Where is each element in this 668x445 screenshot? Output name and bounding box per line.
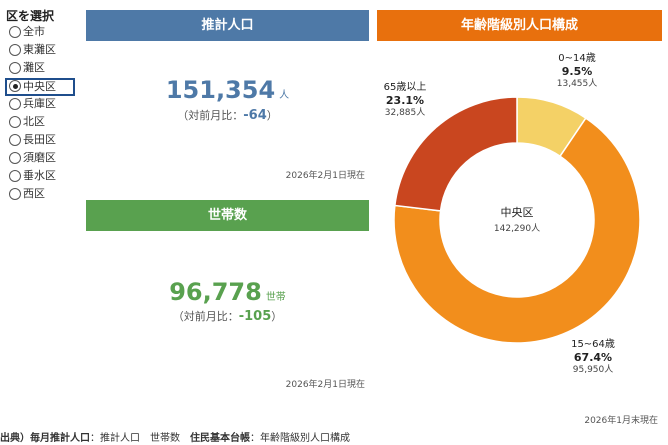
label-age-0-14-count: 13,455人	[556, 79, 598, 89]
district-option[interactable]: 灘区	[6, 60, 80, 78]
district-option[interactable]: 長田区	[6, 132, 80, 150]
radio-checked-icon[interactable]	[9, 80, 21, 92]
donut-segment-0-14	[516, 96, 587, 158]
district-option[interactable]: 須磨区	[6, 150, 80, 168]
age-as-of: 2026年1月末現在	[584, 416, 658, 426]
label-age-15-64-count: 95,950人	[572, 365, 614, 375]
population-diff: -64	[243, 108, 267, 123]
radio-unchecked-icon[interactable]	[9, 188, 21, 200]
households-unit: 世帯	[265, 292, 286, 303]
donut-center-total: 142,290人	[494, 223, 540, 234]
radio-unchecked-icon[interactable]	[9, 170, 21, 182]
population-diff-row: （対前月比：-64）	[86, 107, 369, 123]
district-option[interactable]: 垂水区	[6, 168, 80, 186]
label-age-65-pct: 23.1%	[385, 94, 425, 107]
households-as-of: 2026年2月1日現在	[285, 380, 365, 390]
district-option-label: 灘区	[23, 61, 45, 74]
district-option[interactable]: 西区	[6, 186, 80, 204]
district-option-label: 中央区	[23, 80, 56, 93]
label-age-0-14-pct: 9.5%	[561, 65, 593, 78]
population-header: 推計人口	[86, 10, 369, 41]
district-option-label: 全市	[23, 25, 45, 38]
district-selector: 区を選択 全市東灘区灘区中央区兵庫区北区長田区須磨区垂水区西区	[5, 8, 80, 204]
footer-source-label: 出典）	[0, 433, 30, 444]
age-composition-header: 年齢階級別人口構成	[377, 10, 662, 41]
population-unit: 人	[279, 90, 290, 101]
donut-segment-15-64	[393, 117, 641, 344]
radio-unchecked-icon[interactable]	[9, 62, 21, 74]
households-diff: -105	[238, 309, 272, 324]
radio-unchecked-icon[interactable]	[9, 26, 21, 38]
district-radio-list: 全市東灘区灘区中央区兵庫区北区長田区須磨区垂水区西区	[5, 24, 80, 204]
district-option-label: 垂水区	[23, 169, 56, 182]
label-age-0-14: 0~14歳 9.5% 13,455人	[553, 52, 601, 91]
population-diff-prefix: （対前月比：	[177, 109, 244, 122]
radio-unchecked-icon[interactable]	[9, 116, 21, 128]
district-option-label: 須磨区	[23, 151, 56, 164]
district-option[interactable]: 北区	[6, 114, 80, 132]
households-value: 96,778	[169, 278, 262, 306]
population-value: 151,354	[165, 76, 276, 104]
households-diff-row: （対前月比：-105）	[86, 308, 369, 324]
label-age-65-plus: 65歳以上 23.1% 32,885人	[380, 81, 430, 120]
district-option-label: 東灘区	[23, 43, 56, 56]
radio-unchecked-icon[interactable]	[9, 152, 21, 164]
donut-center-label: 中央区	[501, 206, 534, 219]
label-age-15-64: 15~64歳 67.4% 95,950人	[566, 338, 620, 377]
label-age-65-count: 32,885人	[384, 108, 426, 118]
radio-unchecked-icon[interactable]	[9, 98, 21, 110]
district-option[interactable]: 東灘区	[6, 42, 80, 60]
households-diff-prefix: （対前月比：	[172, 310, 239, 323]
district-option-label: 北区	[23, 115, 45, 128]
radio-dot-icon	[12, 83, 18, 89]
population-value-row: 151,354 人	[86, 76, 369, 104]
population-as-of: 2026年2月1日現在	[285, 171, 365, 181]
footer-source-2: 住民基本台帳	[190, 433, 250, 444]
households-header: 世帯数	[86, 200, 369, 231]
households-diff-suffix: ）	[271, 310, 283, 323]
label-age-65-name: 65歳以上	[383, 82, 427, 93]
radio-unchecked-icon[interactable]	[9, 44, 21, 56]
district-option[interactable]: 全市	[6, 24, 80, 42]
footer-source-1: 毎月推計人口	[30, 433, 90, 444]
radio-unchecked-icon[interactable]	[9, 134, 21, 146]
population-diff-suffix: ）	[266, 109, 278, 122]
label-age-0-14-name: 0~14歳	[558, 53, 596, 64]
source-footer: 出典）毎月推計人口：推計人口 世帯数 住民基本台帳：年齢階級別人口構成	[0, 429, 350, 444]
district-selector-title: 区を選択	[6, 9, 55, 23]
footer-source-2-items: ：年齢階級別人口構成	[250, 433, 350, 444]
label-age-15-64-pct: 67.4%	[573, 351, 613, 364]
district-option-label: 西区	[23, 187, 45, 200]
district-option-label: 長田区	[23, 133, 56, 146]
district-option[interactable]: 兵庫区	[6, 96, 80, 114]
households-value-row: 96,778 世帯	[86, 278, 369, 306]
label-age-15-64-name: 15~64歳	[571, 339, 615, 350]
district-option[interactable]: 中央区	[5, 78, 75, 96]
footer-source-1-items: ：推計人口 世帯数	[90, 433, 190, 444]
district-option-label: 兵庫区	[23, 97, 56, 110]
